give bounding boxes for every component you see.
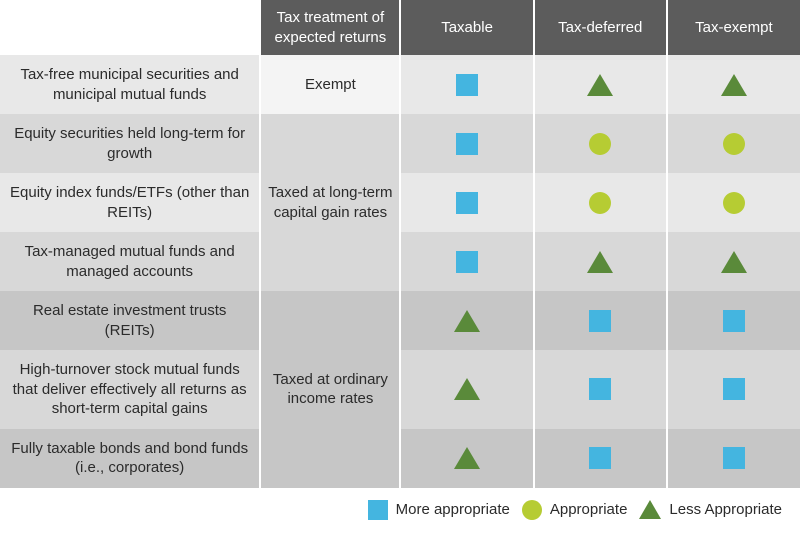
rating-cell xyxy=(667,173,800,232)
legend-label: More appropriate xyxy=(396,501,510,518)
rating-cell xyxy=(667,114,800,173)
rating-cell xyxy=(667,350,800,429)
triangle-icon xyxy=(721,251,747,273)
investment-type: Fully taxable bonds and bond funds (i.e.… xyxy=(0,429,260,488)
square-icon xyxy=(456,192,478,214)
header-row: Tax treatment of expected returns Taxabl… xyxy=(0,0,800,55)
square-icon xyxy=(723,310,745,332)
circle-icon xyxy=(723,133,745,155)
triangle-icon xyxy=(454,310,480,332)
legend: More appropriate Appropriate Less Approp… xyxy=(0,488,800,520)
header-deferred: Tax-deferred xyxy=(534,0,667,55)
triangle-icon xyxy=(454,447,480,469)
rating-cell xyxy=(667,232,800,291)
triangle-icon xyxy=(587,251,613,273)
table-row: Fully taxable bonds and bond funds (i.e.… xyxy=(0,429,800,488)
rating-cell xyxy=(534,291,667,350)
square-icon xyxy=(456,133,478,155)
square-icon xyxy=(589,378,611,400)
rating-cell xyxy=(400,173,533,232)
square-icon xyxy=(723,378,745,400)
triangle-icon xyxy=(587,74,613,96)
rating-cell xyxy=(400,350,533,429)
square-icon xyxy=(368,500,388,520)
tax-treatment: Taxed at long-term capital gain rates xyxy=(260,114,400,291)
rating-cell xyxy=(534,173,667,232)
rating-cell xyxy=(667,55,800,114)
rating-cell xyxy=(400,291,533,350)
header-taxable: Taxable xyxy=(400,0,533,55)
legend-item-circle: Appropriate xyxy=(522,500,628,520)
circle-icon xyxy=(723,192,745,214)
rating-cell xyxy=(534,350,667,429)
header-treatment: Tax treatment of expected returns xyxy=(260,0,400,55)
rating-cell xyxy=(534,114,667,173)
rating-cell xyxy=(667,429,800,488)
square-icon xyxy=(723,447,745,469)
table-row: Equity securities held long-term for gro… xyxy=(0,114,800,173)
triangle-icon xyxy=(639,500,661,519)
rating-cell xyxy=(400,55,533,114)
square-icon xyxy=(456,74,478,96)
circle-icon xyxy=(589,192,611,214)
investment-type: Tax-free municipal securities and munici… xyxy=(0,55,260,114)
circle-icon xyxy=(589,133,611,155)
rating-cell xyxy=(400,232,533,291)
triangle-icon xyxy=(454,378,480,400)
tax-treatment: Exempt xyxy=(260,55,400,114)
legend-item-triangle: Less Appropriate xyxy=(639,500,782,519)
square-icon xyxy=(456,251,478,273)
table-row: Equity index funds/ETFs (other than REIT… xyxy=(0,173,800,232)
triangle-icon xyxy=(721,74,747,96)
asset-location-table: Tax treatment of expected returns Taxabl… xyxy=(0,0,800,488)
table-row: Real estate investment trusts (REITs)Tax… xyxy=(0,291,800,350)
table-row: High-turnover stock mutual funds that de… xyxy=(0,350,800,429)
table-row: Tax-managed mutual funds and managed acc… xyxy=(0,232,800,291)
legend-label: Appropriate xyxy=(550,501,628,518)
tax-treatment: Taxed at ordinary income rates xyxy=(260,291,400,488)
investment-type: Equity securities held long-term for gro… xyxy=(0,114,260,173)
rating-cell xyxy=(400,429,533,488)
rating-cell xyxy=(400,114,533,173)
legend-item-square: More appropriate xyxy=(368,500,510,520)
header-blank xyxy=(0,0,260,55)
header-exempt: Tax-exempt xyxy=(667,0,800,55)
circle-icon xyxy=(522,500,542,520)
table-row: Tax-free municipal securities and munici… xyxy=(0,55,800,114)
legend-label: Less Appropriate xyxy=(669,501,782,518)
rating-cell xyxy=(534,55,667,114)
square-icon xyxy=(589,447,611,469)
rating-cell xyxy=(667,291,800,350)
investment-type: High-turnover stock mutual funds that de… xyxy=(0,350,260,429)
investment-type: Equity index funds/ETFs (other than REIT… xyxy=(0,173,260,232)
square-icon xyxy=(589,310,611,332)
rating-cell xyxy=(534,429,667,488)
investment-type: Tax-managed mutual funds and managed acc… xyxy=(0,232,260,291)
investment-type: Real estate investment trusts (REITs) xyxy=(0,291,260,350)
rating-cell xyxy=(534,232,667,291)
